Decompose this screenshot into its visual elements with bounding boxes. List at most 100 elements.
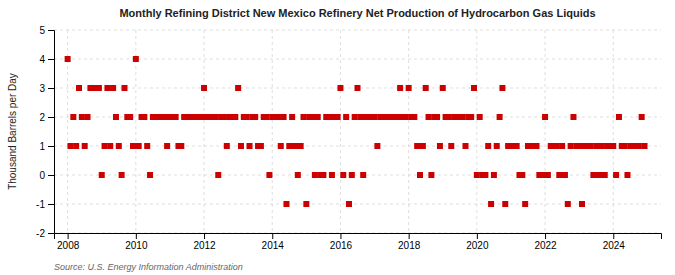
- point: [613, 172, 619, 178]
- point: [545, 172, 551, 178]
- x-tick-label: 2020: [466, 240, 489, 251]
- point: [136, 143, 142, 149]
- y-axis-title: Thousand Barrels per Day: [7, 73, 18, 190]
- point: [576, 143, 582, 149]
- point: [352, 114, 358, 120]
- point: [264, 114, 270, 120]
- point: [494, 143, 500, 149]
- point: [616, 114, 622, 120]
- point: [110, 85, 116, 91]
- x-tick-label: 2008: [57, 240, 80, 251]
- point: [622, 143, 628, 149]
- point: [147, 172, 153, 178]
- point: [201, 85, 207, 91]
- point: [556, 172, 562, 178]
- point: [477, 114, 483, 120]
- point: [161, 114, 167, 120]
- point: [133, 56, 139, 62]
- point: [127, 114, 133, 120]
- x-tick-mark: [272, 233, 273, 239]
- point: [107, 143, 113, 149]
- point: [482, 172, 488, 178]
- point: [426, 114, 432, 120]
- point: [303, 201, 309, 207]
- x-tick: 2014: [262, 233, 285, 251]
- y-tick-label: -1: [36, 199, 45, 210]
- point: [565, 201, 571, 207]
- point: [357, 114, 363, 120]
- point: [428, 172, 434, 178]
- point: [141, 114, 147, 120]
- point: [406, 85, 412, 91]
- point: [346, 201, 352, 207]
- grid-line-y: [54, 59, 661, 60]
- point: [579, 201, 585, 207]
- point: [539, 172, 545, 178]
- point: [491, 172, 497, 178]
- point: [568, 143, 574, 149]
- point: [258, 143, 264, 149]
- point: [593, 143, 599, 149]
- point: [414, 143, 420, 149]
- y-tick: -1: [36, 199, 54, 210]
- y-tick-mark: [48, 204, 54, 205]
- y-tick-mark: [48, 88, 54, 89]
- y-tick-label: 4: [39, 54, 45, 65]
- point: [315, 114, 321, 120]
- point: [502, 201, 508, 207]
- point: [636, 143, 642, 149]
- point: [590, 172, 596, 178]
- point: [642, 143, 648, 149]
- grid-line-x: [340, 30, 341, 233]
- point: [252, 114, 258, 120]
- point: [423, 85, 429, 91]
- point: [335, 114, 341, 120]
- point: [119, 172, 125, 178]
- x-tick: 2008: [57, 233, 80, 251]
- point: [562, 172, 568, 178]
- y-tick-mark: [48, 233, 54, 234]
- point: [278, 143, 284, 149]
- point: [298, 143, 304, 149]
- point: [602, 172, 608, 178]
- point: [221, 114, 227, 120]
- chart: 200820102012201420162018202020222024-2-1…: [0, 0, 675, 275]
- x-tick-mark: [340, 233, 341, 239]
- x-tick-mark: [68, 233, 69, 239]
- point: [309, 114, 315, 120]
- point: [85, 114, 91, 120]
- x-tick-mark: [136, 233, 137, 239]
- point: [397, 85, 403, 91]
- point: [79, 114, 85, 120]
- point: [286, 143, 292, 149]
- y-tick-mark: [48, 117, 54, 118]
- point: [130, 143, 136, 149]
- x-tick-label: 2016: [330, 240, 353, 251]
- x-tick-label: 2014: [262, 240, 285, 251]
- point: [238, 143, 244, 149]
- x-tick-label: 2010: [125, 240, 148, 251]
- point: [215, 172, 221, 178]
- point: [76, 85, 82, 91]
- point: [343, 114, 349, 120]
- y-tick-mark: [48, 146, 54, 147]
- x-tick-mark: [477, 233, 478, 239]
- point: [599, 143, 605, 149]
- point: [434, 114, 440, 120]
- point: [198, 114, 204, 120]
- x-tick: 2024: [603, 233, 626, 251]
- point: [448, 143, 454, 149]
- y-tick-mark: [48, 30, 54, 31]
- y-tick: 2: [39, 112, 54, 123]
- point: [534, 143, 540, 149]
- grid: [54, 30, 661, 233]
- point: [420, 143, 426, 149]
- grid-line-x: [476, 30, 477, 233]
- point: [292, 143, 298, 149]
- y-tick-label: 5: [39, 25, 45, 36]
- point: [519, 172, 525, 178]
- point: [224, 143, 230, 149]
- x-tick-label: 2024: [603, 240, 626, 251]
- point: [326, 114, 332, 120]
- grid-line-x: [613, 30, 614, 233]
